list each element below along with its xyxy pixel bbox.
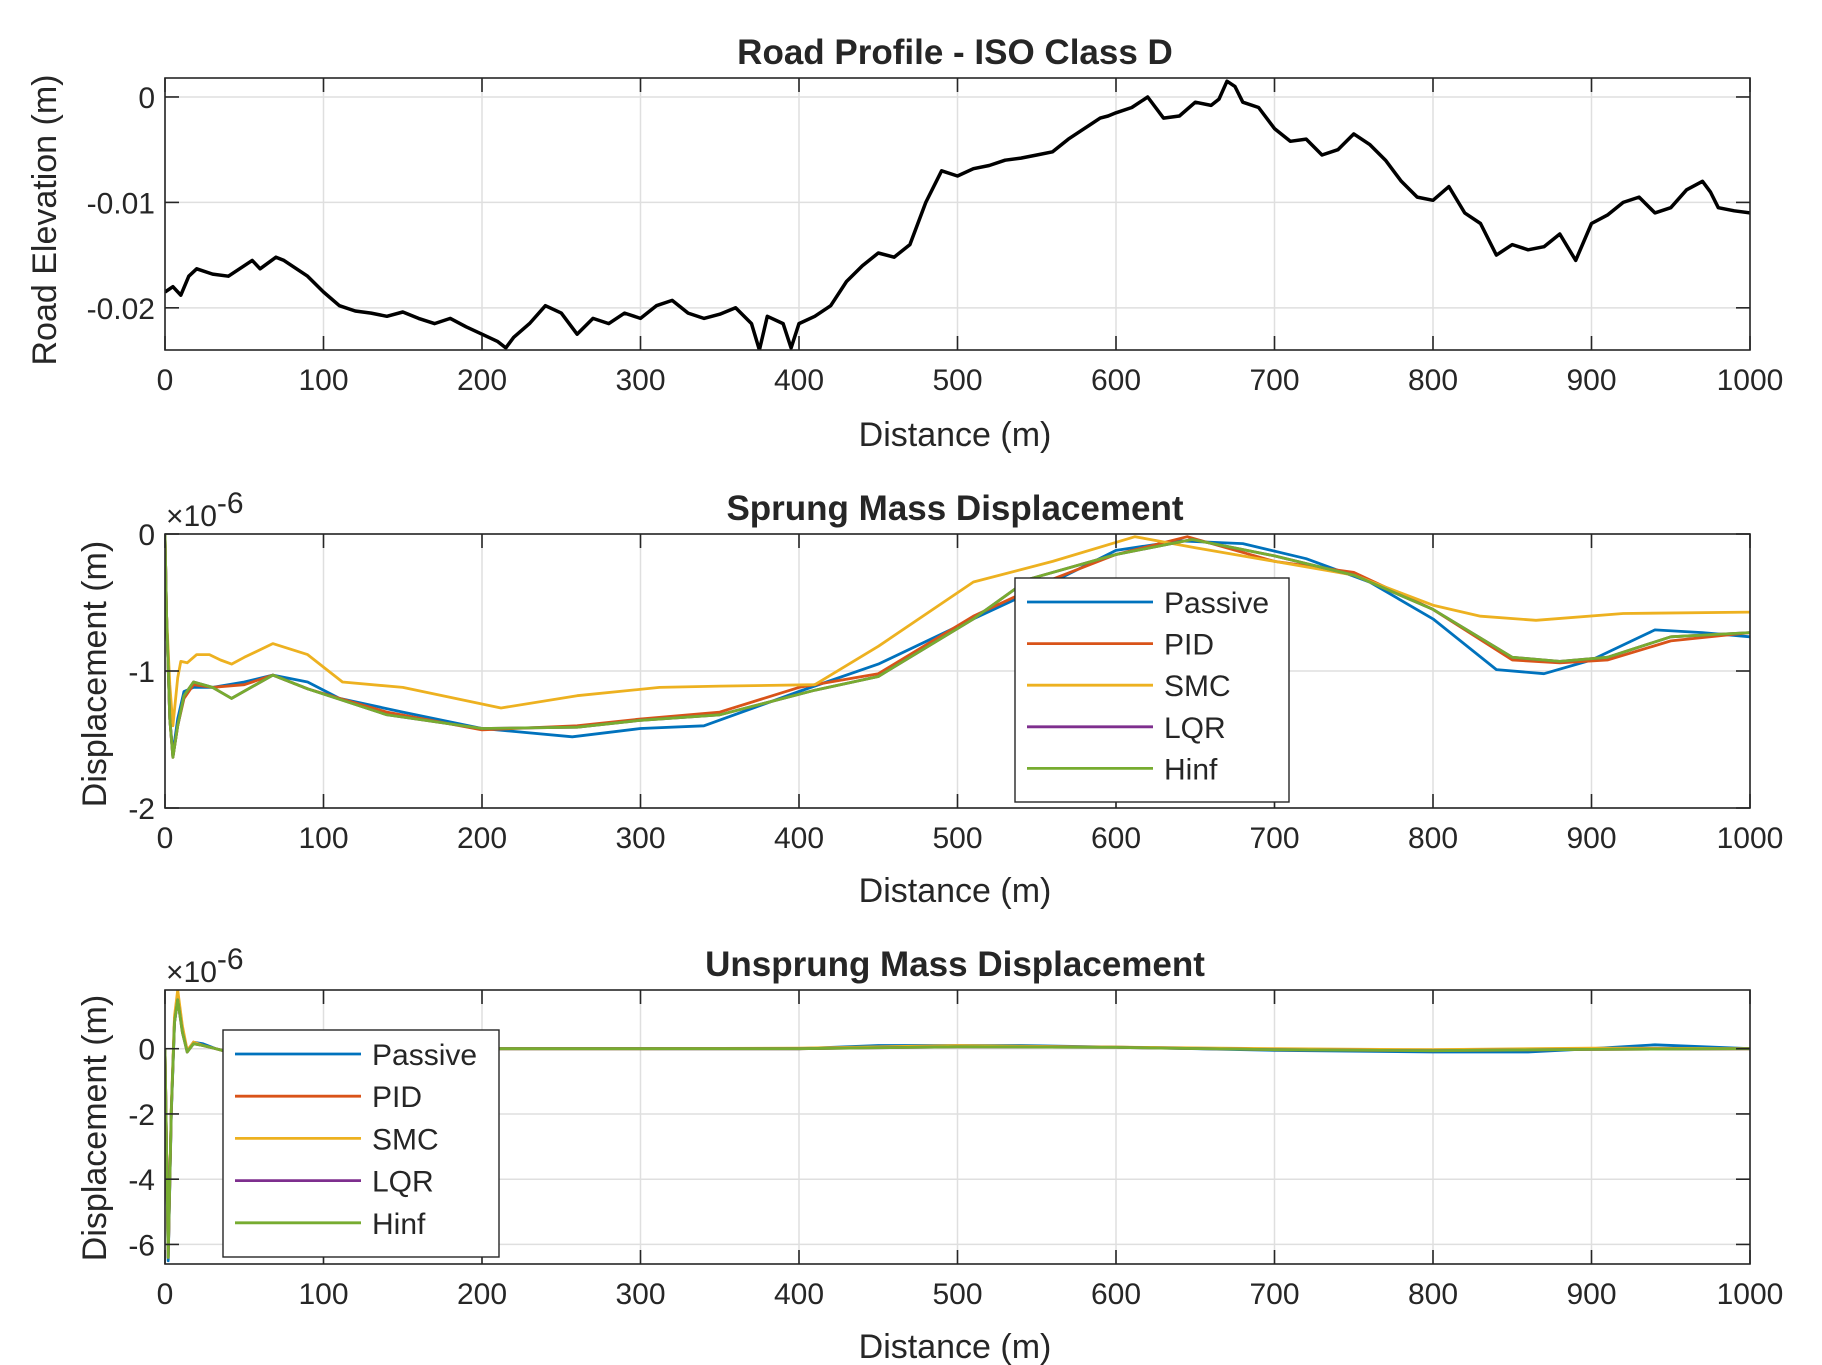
road-profile-xtick-label-6: 600 xyxy=(1091,364,1141,397)
road-profile-series-profile xyxy=(165,79,1750,350)
unsprung-mass-xtick-label-0: 0 xyxy=(157,1278,174,1311)
sprung-mass-xtick-label-5: 500 xyxy=(932,822,982,855)
unsprung-mass-ylabel: Displacement (m) xyxy=(76,995,114,1261)
sprung-mass-xtick-label-10: 1000 xyxy=(1717,822,1784,855)
sprung-mass-chart: 0 100 200 300 400 500 600 700 800 900 1000 -2 -1 0 Sp… xyxy=(76,487,1783,910)
unsprung-mass-legend-label-passive: Passive xyxy=(372,1039,477,1072)
unsprung-mass-xtick-label-1: 100 xyxy=(298,1278,348,1311)
sprung-mass-legend-label-pid: PID xyxy=(1164,629,1214,662)
road-profile-xtick-label-8: 800 xyxy=(1408,364,1458,397)
sprung-mass-title: Sprung Mass Displacement xyxy=(726,489,1183,528)
road-profile-xtick-label-3: 300 xyxy=(615,364,665,397)
unsprung-mass-legend: Passive PID SMC LQR Hinf xyxy=(222,1029,500,1258)
sprung-mass-xtick-label-2: 200 xyxy=(457,822,507,855)
sprung-mass-ytick-label-2: 0 xyxy=(138,519,155,552)
sprung-mass-xtick-label-3: 300 xyxy=(615,822,665,855)
sprung-mass-exponent: ×10-6 xyxy=(166,487,244,533)
road-profile-xtick-label-0: 0 xyxy=(157,364,174,397)
unsprung-mass-legend-label-pid: PID xyxy=(372,1081,422,1114)
road-profile-xlabel: Distance (m) xyxy=(859,416,1052,454)
unsprung-mass-ytick-label-2: -2 xyxy=(128,1099,155,1132)
sprung-mass-legend: Passive PID SMC LQR Hinf xyxy=(1014,577,1290,803)
road-profile-chart: 0 100 200 300 400 500 600 700 800 900 1000 -0.02 -0.… xyxy=(26,33,1783,454)
sprung-mass-ylabel: Displacement (m) xyxy=(76,541,114,807)
unsprung-mass-legend-label-lqr: LQR xyxy=(372,1166,434,1199)
unsprung-mass-ytick-label-1: -4 xyxy=(128,1164,155,1197)
unsprung-mass-ytick-label-3: 0 xyxy=(138,1034,155,1067)
unsprung-mass-xlabel: Distance (m) xyxy=(859,1328,1052,1365)
sprung-mass-series-hinf xyxy=(165,534,1750,759)
unsprung-mass-xtick-label-6: 600 xyxy=(1091,1278,1141,1311)
unsprung-mass-xtick-label-9: 900 xyxy=(1566,1278,1616,1311)
road-profile-xtick-label-1: 100 xyxy=(298,364,348,397)
unsprung-mass-ytick-label-0: -6 xyxy=(128,1229,155,1262)
unsprung-mass-xtick-label-2: 200 xyxy=(457,1278,507,1311)
road-profile-xtick-label-5: 500 xyxy=(932,364,982,397)
sprung-mass-xtick-label-0: 0 xyxy=(157,822,174,855)
road-profile-xtick-label-7: 700 xyxy=(1249,364,1299,397)
sprung-mass-xlabel: Distance (m) xyxy=(859,872,1052,910)
sprung-mass-xtick-label-7: 700 xyxy=(1249,822,1299,855)
road-profile-ticks: 0 100 200 300 400 500 600 700 800 900 1000 -0.02 -0.… xyxy=(87,78,1784,397)
sprung-mass-ytick-label-0: -2 xyxy=(128,793,155,826)
sprung-mass-series-smc xyxy=(165,534,1750,728)
sprung-mass-legend-box xyxy=(1014,577,1290,803)
road-profile-ytick-label-1: -0.01 xyxy=(87,187,155,220)
sprung-mass-series xyxy=(165,534,1750,759)
road-profile-xtick-label-9: 900 xyxy=(1566,364,1616,397)
road-profile-xtick-label-2: 200 xyxy=(457,364,507,397)
unsprung-mass-xtick-label-8: 800 xyxy=(1408,1278,1458,1311)
road-profile-xtick-label-10: 1000 xyxy=(1717,364,1784,397)
unsprung-mass-chart: 0 100 200 300 400 500 600 700 800 900 1000-6-4-20 … xyxy=(76,943,1783,1365)
unsprung-mass-xtick-label-7: 700 xyxy=(1249,1278,1299,1311)
unsprung-mass-legend-box xyxy=(222,1029,500,1258)
unsprung-mass-title: Unsprung Mass Displacement xyxy=(705,945,1205,984)
sprung-mass-xtick-label-8: 800 xyxy=(1408,822,1458,855)
sprung-mass-legend-label-passive: Passive xyxy=(1164,587,1269,620)
unsprung-mass-xtick-label-10: 1000 xyxy=(1717,1278,1784,1311)
road-profile-series xyxy=(165,79,1750,350)
unsprung-mass-legend-label-smc: SMC xyxy=(372,1123,439,1156)
sprung-mass-xtick-label-9: 900 xyxy=(1566,822,1616,855)
sprung-mass-xtick-label-4: 400 xyxy=(774,822,824,855)
sprung-mass-ytick-label-1: -1 xyxy=(128,656,155,689)
sprung-mass-legend-label-smc: SMC xyxy=(1164,670,1231,703)
road-profile-ytick-label-2: 0 xyxy=(138,82,155,115)
unsprung-mass-xtick-label-4: 400 xyxy=(774,1278,824,1311)
road-profile-ytick-label-0: -0.02 xyxy=(87,293,155,326)
sprung-mass-xtick-label-1: 100 xyxy=(298,822,348,855)
sprung-mass-ticks: 0 100 200 300 400 500 600 700 800 900 1000 -2 -1 0 xyxy=(128,519,1783,855)
sprung-mass-legend-label-hinf: Hinf xyxy=(1164,753,1218,786)
road-profile-xtick-label-4: 400 xyxy=(774,364,824,397)
road-profile-ylabel: Road Elevation (m) xyxy=(26,74,64,365)
road-profile-title: Road Profile - ISO Class D xyxy=(737,33,1173,72)
sprung-mass-legend-label-lqr: LQR xyxy=(1164,712,1226,745)
unsprung-mass-exponent: ×10-6 xyxy=(166,943,244,989)
unsprung-mass-xtick-label-5: 500 xyxy=(932,1278,982,1311)
unsprung-mass-legend-label-hinf: Hinf xyxy=(372,1208,426,1241)
unsprung-mass-xtick-label-3: 300 xyxy=(615,1278,665,1311)
sprung-mass-xtick-label-6: 600 xyxy=(1091,822,1141,855)
